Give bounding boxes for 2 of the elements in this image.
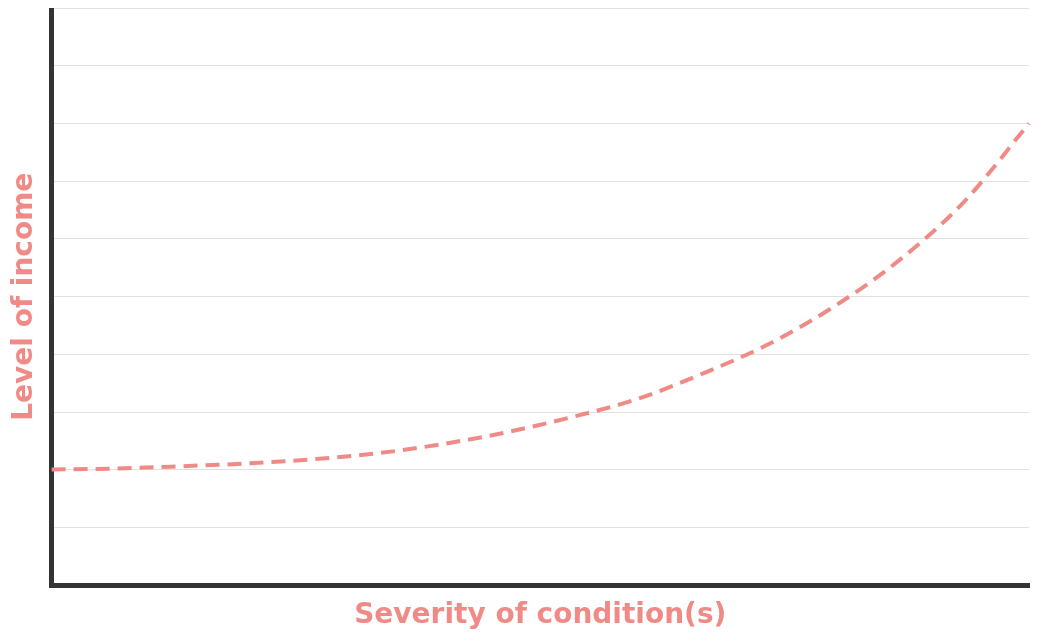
y-axis-title: Level of income	[6, 172, 40, 421]
x-axis-title: Severity of condition(s)	[354, 597, 727, 631]
